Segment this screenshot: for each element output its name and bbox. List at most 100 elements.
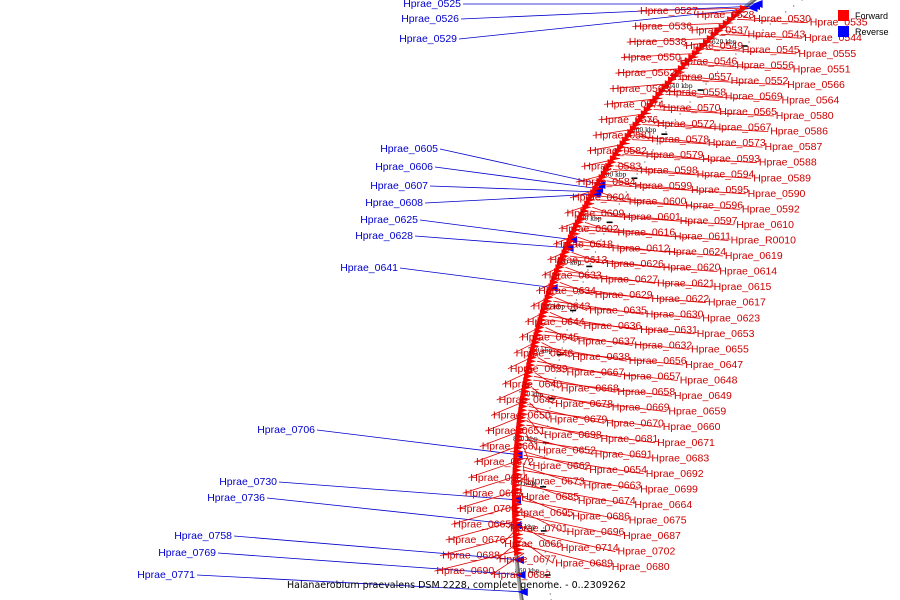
forward-leader-line <box>528 409 661 428</box>
forward-feature-arrow <box>527 354 537 361</box>
forward-gene-label: Hprae_0644 <box>527 316 585 328</box>
forward-feature-arrow <box>643 106 653 113</box>
forward-gene-label: Hprae_0649 <box>674 390 732 402</box>
forward-leader-line <box>490 552 525 576</box>
forward-feature-arrow <box>596 177 606 184</box>
ruler-dot <box>741 47 744 49</box>
ruler-dot <box>777 17 779 19</box>
forward-feature-arrow <box>541 305 550 312</box>
forward-leader-line <box>637 7 750 12</box>
ruler-dot <box>594 251 597 253</box>
forward-feature-arrow <box>523 377 533 384</box>
forward-leader-line <box>709 45 740 51</box>
forward-gene-label: Hprae_0702 <box>618 546 676 558</box>
forward-feature-arrow <box>684 57 694 64</box>
reverse-gene-label: Hprae_0529 <box>399 33 457 45</box>
forward-leader-line <box>537 357 565 374</box>
map-caption: Halanaerobium praevalens DSM 2228, compl… <box>287 580 626 591</box>
forward-leader-line <box>522 530 616 553</box>
forward-gene-label: Hprae_0614 <box>719 266 777 278</box>
forward-gene-label: Hprae_0602 <box>561 223 619 235</box>
forward-feature-arrow <box>632 121 642 128</box>
forward-leader-line <box>681 75 729 82</box>
forward-feature-arrow <box>554 268 563 275</box>
forward-gene-label: Hprae_0601 <box>623 211 681 223</box>
forward-gene-label: Hprae_0611 <box>674 231 731 243</box>
forward-gene-label: Hprae_0665 <box>453 518 511 530</box>
forward-leader-line <box>533 375 616 393</box>
forward-gene-label: Hprae_0622 <box>651 293 709 305</box>
forward-feature-arrow <box>521 384 531 391</box>
ruler-dot <box>558 359 560 361</box>
scale-tick-label: 640 kbp <box>668 83 693 90</box>
forward-gene-label: Hprae_0682 <box>493 569 551 581</box>
reverse-gene-label: Hprae_0628 <box>355 230 413 242</box>
ruler-dot <box>571 311 574 313</box>
forward-gene-label: Hprae_0600 <box>629 196 687 208</box>
forward-feature-arrow <box>537 317 547 323</box>
forward-feature-arrow <box>545 290 555 297</box>
forward-feature-arrow <box>525 365 535 372</box>
forward-gene-label: Hprae_0586 <box>770 126 828 138</box>
reverse-leader-line <box>460 5 759 20</box>
forward-leader-line <box>558 218 587 230</box>
forward-gene-label: Hprae_0667 <box>567 367 625 379</box>
forward-leader-line <box>622 154 757 164</box>
legend-forward-swatch <box>838 10 849 21</box>
forward-feature-arrow <box>612 151 622 158</box>
forward-feature-arrow <box>655 91 665 98</box>
ruler-dot <box>548 587 551 589</box>
ruler-dot <box>557 365 559 367</box>
forward-gene-label: Hprae_0620 <box>663 262 721 274</box>
forward-leader-line <box>523 545 610 568</box>
forward-feature-arrow <box>535 324 545 331</box>
forward-feature-arrow <box>573 223 583 229</box>
forward-leader-line <box>525 432 537 451</box>
forward-gene-label: Hprae_0612 <box>612 242 670 254</box>
forward-feature-arrow <box>527 358 537 365</box>
ruler-dot <box>674 119 676 121</box>
forward-feature-arrow <box>681 61 691 68</box>
forward-gene-label: Hprae_0685 <box>521 491 579 503</box>
ruler-dot <box>665 131 667 133</box>
forward-leader-line <box>539 349 684 366</box>
forward-gene-label: Hprae_0700 <box>459 503 517 515</box>
forward-gene-label: Hprae_0545 <box>742 44 800 56</box>
forward-leader-line <box>632 139 763 148</box>
ruler-dot <box>711 77 713 79</box>
ruler-dot <box>555 371 558 373</box>
ruler-dot <box>716 71 719 73</box>
forward-feature-arrow <box>513 452 523 459</box>
reverse-gene-label: Hprae_0771 <box>137 569 195 581</box>
forward-leader-line <box>666 86 672 93</box>
forward-leader-line <box>564 203 595 214</box>
forward-feature-arrow <box>549 279 559 286</box>
forward-gene-label: Hprae_0699 <box>640 483 698 495</box>
forward-feature-arrow <box>517 414 527 421</box>
forward-gene-label: Hprae_0692 <box>646 468 704 480</box>
forward-gene-label: Hprae_0640 <box>504 378 562 390</box>
forward-feature-arrow <box>646 102 656 109</box>
forward-gene-label: Hprae_0604 <box>572 192 630 204</box>
forward-gene-label: Hprae_0658 <box>617 386 675 398</box>
forward-gene-label: Hprae_0567 <box>714 122 772 134</box>
forward-gene-label: Hprae_0657 <box>623 371 681 383</box>
forward-gene-label: Hprae_0660 <box>663 421 721 433</box>
forward-gene-label: Hprae_0583 <box>583 161 641 173</box>
forward-feature-arrow <box>512 501 521 508</box>
forward-leader-line <box>530 394 667 412</box>
forward-gene-label: Hprae_0557 <box>674 71 732 83</box>
reverse-gene-label: Hprae_0526 <box>401 13 459 25</box>
ruler-dot <box>544 551 546 553</box>
scale-tick-label: 800 kbp <box>513 436 538 443</box>
forward-feature-arrow <box>635 117 645 124</box>
forward-leader-line <box>694 11 746 16</box>
forward-gene-label: Hprae_0636 <box>584 320 642 332</box>
forward-feature-arrow <box>536 320 546 327</box>
forward-leader-line <box>677 79 786 86</box>
ruler-dot <box>552 389 554 391</box>
forward-gene-label: Hprae_0613 <box>550 254 608 266</box>
forward-gene-label: Hprae_0574 <box>606 98 664 110</box>
forward-leader-line <box>456 488 523 510</box>
